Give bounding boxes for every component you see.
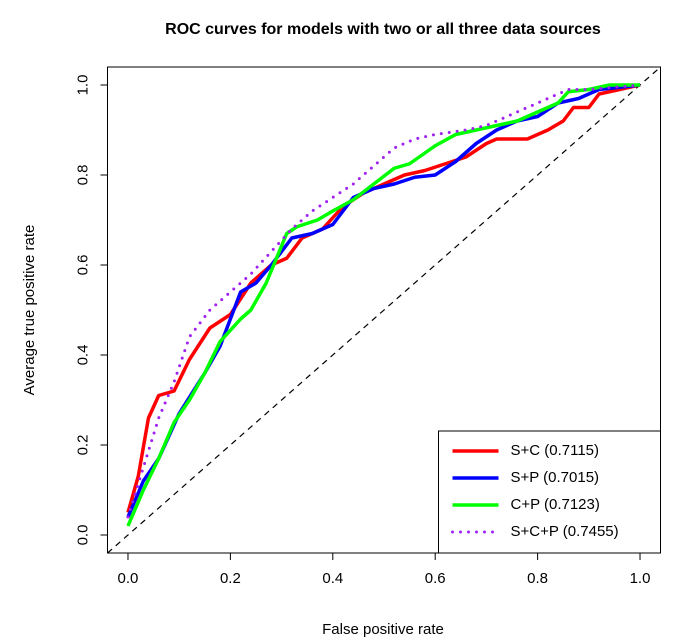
y-tick-label: 1.0 xyxy=(74,75,91,96)
y-tick-label: 0.4 xyxy=(74,345,91,366)
y-tick-label: 0.0 xyxy=(74,525,91,546)
legend-label: S+P (0.7015) xyxy=(511,469,600,486)
roc-curve xyxy=(126,83,641,527)
x-tick-label: 0.2 xyxy=(220,570,241,587)
legend-label: S+C (0.7115) xyxy=(511,442,600,459)
x-axis-label: False positive rate xyxy=(322,621,444,638)
y-tick-label: 0.6 xyxy=(74,255,91,276)
x-tick-label: 0.0 xyxy=(118,570,139,587)
legend-label: C+P (0.7123) xyxy=(511,496,600,513)
x-tick-label: 0.4 xyxy=(322,570,343,587)
x-tick-label: 1.0 xyxy=(630,570,651,587)
reference-diagonal xyxy=(107,66,661,554)
y-axis-label: Average true positive rate xyxy=(21,225,38,396)
y-tick-label: 0.2 xyxy=(74,435,91,456)
legend: S+C (0.7115) S+P (0.7015) C+P (0.7123) S+C+… xyxy=(438,430,661,554)
legend-label: S+C+P (0.7455) xyxy=(511,523,619,540)
x-tick-label: 0.8 xyxy=(527,570,548,587)
y-tick-label: 0.8 xyxy=(74,165,91,186)
x-tick-label: 0.6 xyxy=(425,570,446,587)
roc-curve xyxy=(126,83,642,519)
chart-title: ROC curves for models with two or all th… xyxy=(165,21,601,38)
